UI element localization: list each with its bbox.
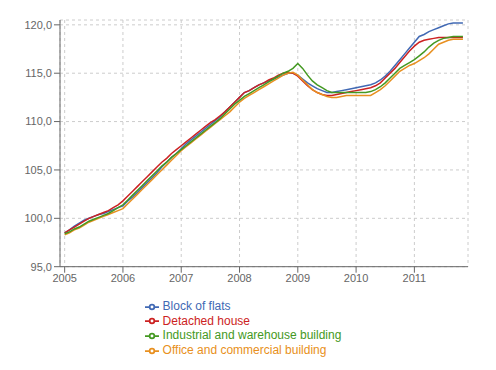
svg-text:2008: 2008 — [227, 272, 251, 284]
svg-text:100,0: 100,0 — [24, 212, 52, 224]
svg-text:95,0: 95,0 — [31, 261, 52, 273]
svg-text:2010: 2010 — [344, 272, 368, 284]
svg-text:2009: 2009 — [286, 272, 310, 284]
svg-text:2007: 2007 — [169, 272, 193, 284]
html-text:Industrial and warehouse build: Industrial and warehouse building — [162, 328, 342, 343]
svg-text:115,0: 115,0 — [25, 67, 52, 79]
html-text:Office and commercial building: Office and commercial building — [162, 343, 327, 358]
html-text:Detached house: Detached house — [162, 313, 250, 328]
svg-text:2006: 2006 — [111, 272, 135, 284]
svg-text:110,0: 110,0 — [25, 115, 52, 127]
svg-text:105,0: 105,0 — [24, 164, 52, 176]
html-text:Block of flats: Block of flats — [162, 298, 231, 313]
svg-text:2005: 2005 — [52, 272, 76, 284]
svg-text:2011: 2011 — [403, 272, 427, 284]
svg-text:120,0: 120,0 — [24, 19, 52, 31]
